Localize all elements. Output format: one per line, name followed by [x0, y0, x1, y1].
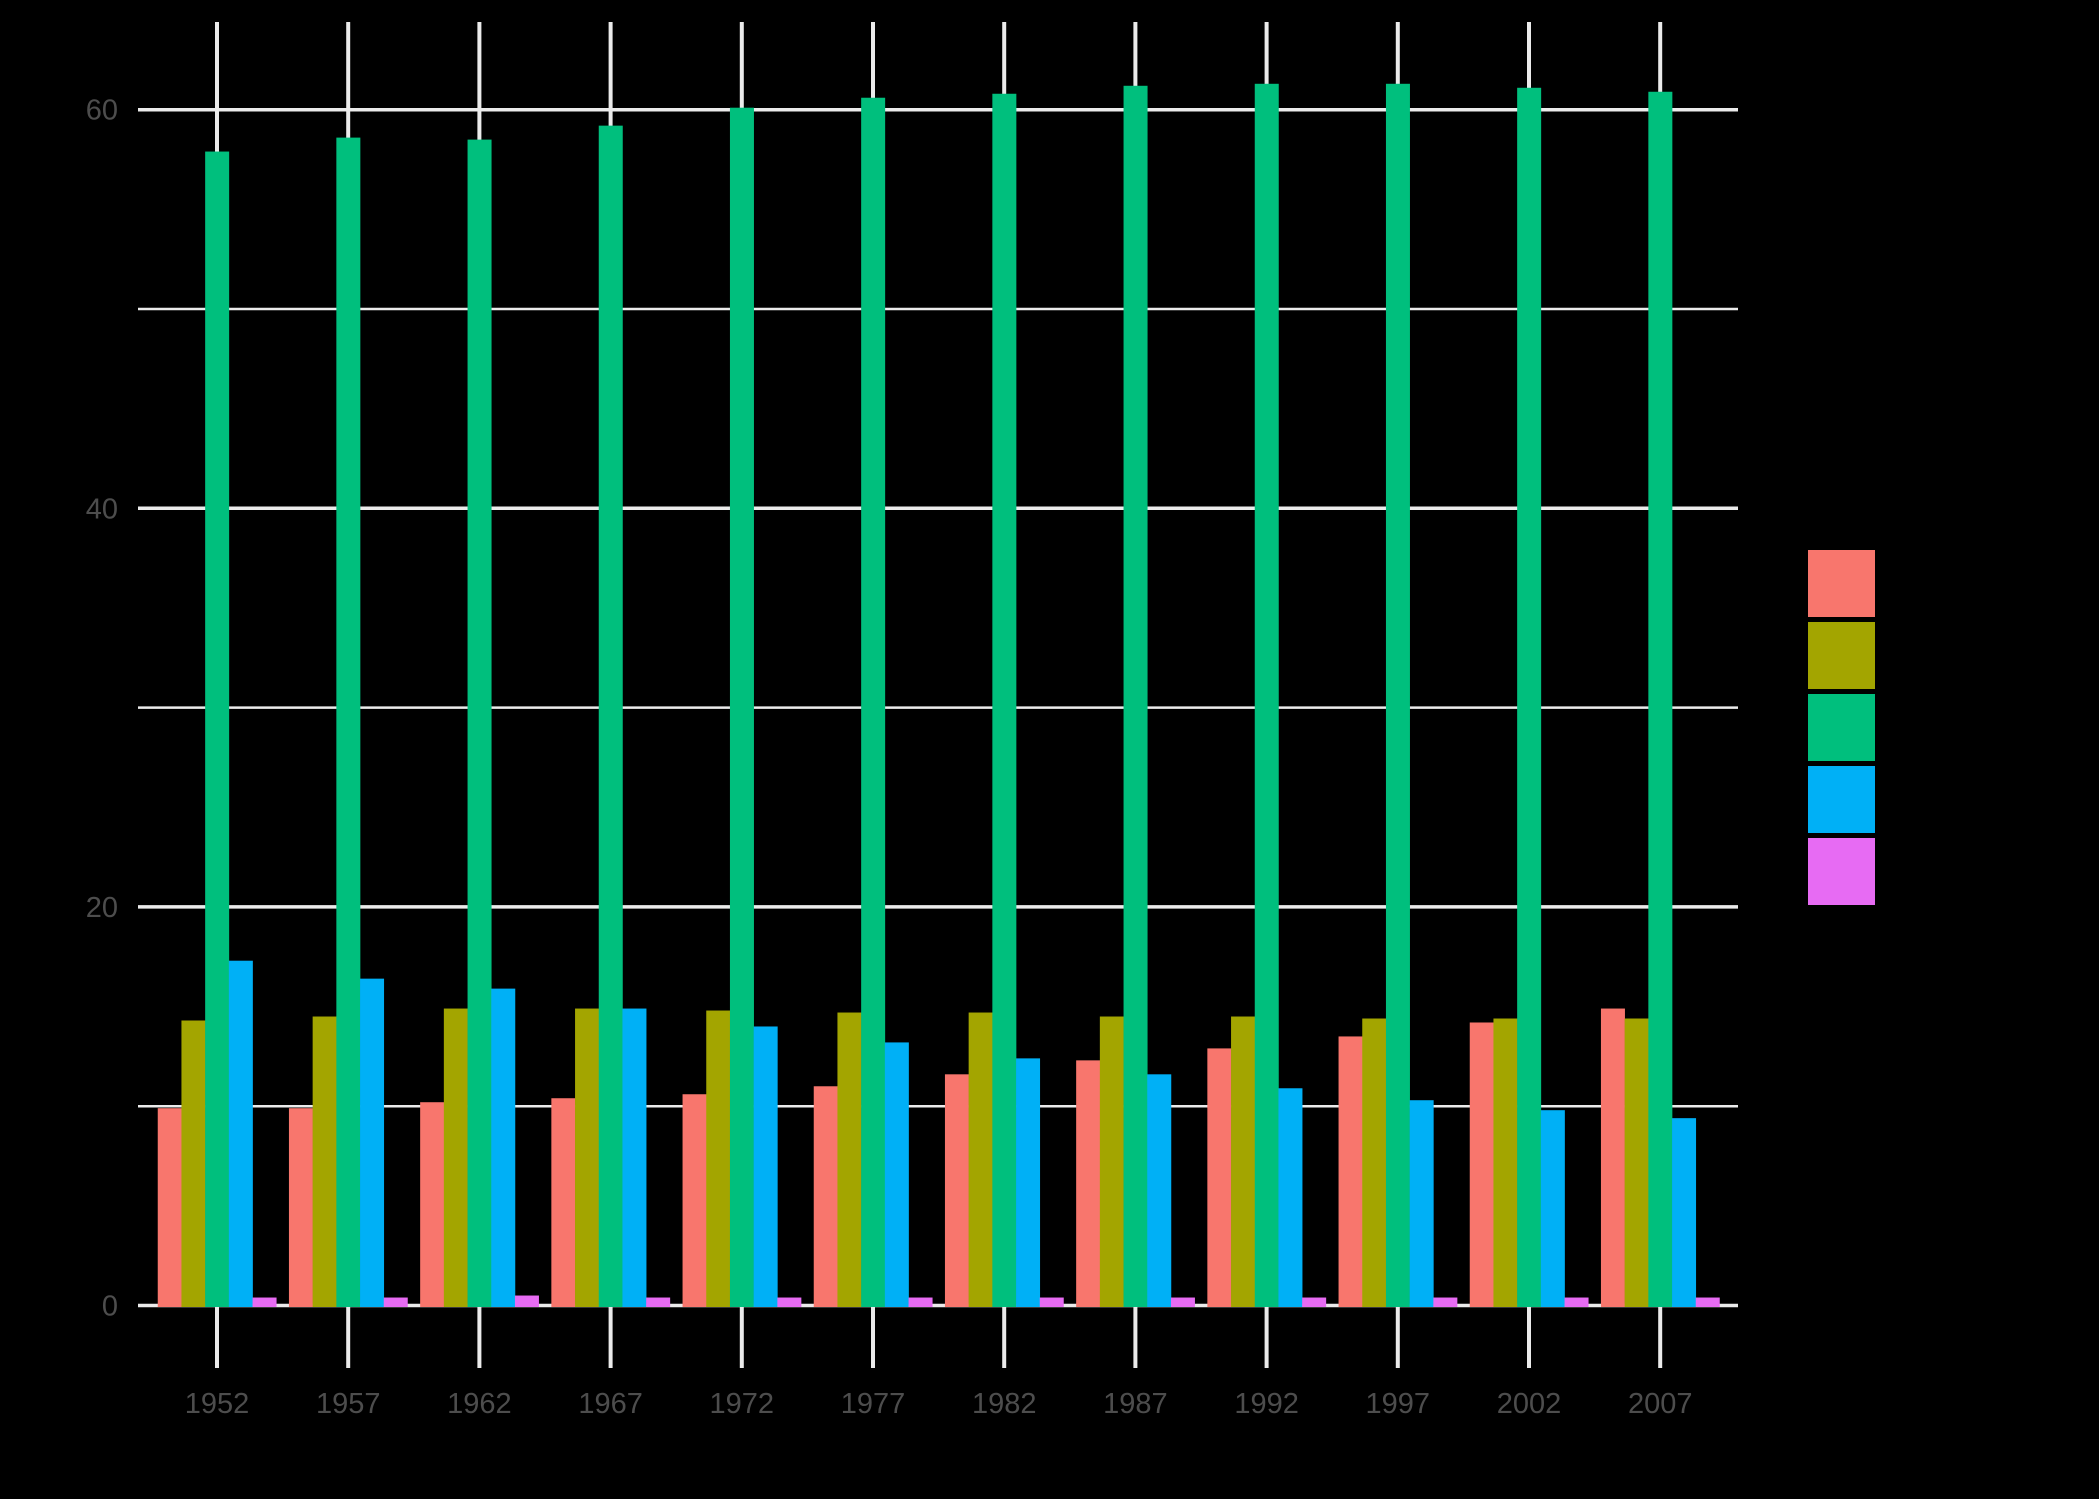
bar	[598, 125, 623, 1307]
x-tick-label: 1972	[710, 1388, 775, 1420]
bar-group-1987	[1076, 85, 1195, 1308]
bar	[1469, 1022, 1494, 1307]
bar	[1076, 1060, 1101, 1307]
bar-group-1982	[944, 93, 1064, 1308]
x-tick-label: 1982	[972, 1388, 1037, 1420]
bar	[1362, 1018, 1387, 1307]
bar	[157, 1108, 182, 1307]
x-tick-label: 1997	[1366, 1388, 1431, 1420]
bar	[575, 1008, 600, 1307]
legend-key	[1808, 550, 1875, 617]
bar-group-1962	[420, 139, 539, 1308]
x-tick-label: 2002	[1497, 1388, 1562, 1420]
bar	[1099, 1016, 1124, 1307]
bar	[1147, 1074, 1172, 1307]
bar	[729, 107, 754, 1307]
bar	[1540, 1110, 1565, 1307]
bar-group-1992	[1207, 83, 1327, 1307]
bar	[837, 1012, 862, 1307]
legend-key	[1808, 622, 1875, 689]
bar	[777, 1297, 802, 1307]
bar	[813, 1086, 838, 1307]
bar	[1207, 1048, 1232, 1307]
bar	[1600, 1008, 1625, 1307]
bar	[1123, 85, 1148, 1308]
bar-group-2007	[1600, 91, 1720, 1308]
bar	[908, 1297, 933, 1307]
bar	[861, 97, 886, 1308]
bar-groups	[157, 83, 1720, 1308]
y-tick-label: 20	[86, 892, 118, 924]
x-tick-label: 1962	[447, 1388, 512, 1420]
bar	[622, 1008, 647, 1307]
bar	[1254, 83, 1279, 1307]
bar	[514, 1295, 539, 1307]
bar-group-1952	[157, 151, 277, 1308]
y-tick-label: 0	[102, 1291, 118, 1323]
bar	[443, 1008, 468, 1307]
legend-key	[1808, 838, 1875, 905]
bar	[1016, 1058, 1041, 1307]
bar	[312, 1016, 337, 1307]
bar	[1302, 1297, 1327, 1307]
legend-key	[1808, 694, 1875, 761]
x-tick-label: 2007	[1628, 1388, 1693, 1420]
bar	[360, 978, 385, 1307]
legend-key	[1808, 766, 1875, 833]
legend	[1808, 550, 1875, 905]
bar	[1385, 83, 1410, 1307]
bar	[646, 1297, 671, 1307]
bar	[753, 1026, 778, 1307]
bar	[383, 1297, 408, 1307]
bar	[706, 1010, 731, 1307]
bar-group-2002	[1469, 87, 1589, 1308]
bar	[682, 1094, 707, 1307]
bar	[205, 151, 230, 1308]
bar-group-1972	[682, 107, 802, 1307]
bar	[252, 1297, 277, 1307]
bar	[288, 1108, 313, 1307]
bar	[1493, 1018, 1518, 1307]
bar	[181, 1020, 206, 1307]
bar-group-1957	[288, 137, 408, 1307]
bar	[1409, 1100, 1434, 1307]
bar	[1517, 87, 1542, 1308]
bar-group-1977	[813, 97, 933, 1308]
y-tick-label: 40	[86, 493, 118, 525]
bar	[1338, 1036, 1363, 1307]
x-tick-label: 1977	[841, 1388, 906, 1420]
bar	[1564, 1297, 1589, 1307]
bar	[1278, 1088, 1303, 1307]
y-tick-label: 60	[86, 95, 118, 127]
bar	[228, 960, 253, 1307]
bar-group-1997	[1338, 83, 1458, 1307]
x-tick-label: 1992	[1234, 1388, 1299, 1420]
bar	[1648, 91, 1673, 1308]
bar	[1170, 1297, 1195, 1307]
bar	[336, 137, 361, 1307]
bar	[1433, 1297, 1458, 1307]
y-axis: 0 20 40 60	[86, 95, 118, 1323]
bar-group-1967	[551, 125, 671, 1307]
bar	[420, 1102, 445, 1307]
bar	[1231, 1016, 1256, 1307]
x-axis: 1952 1957 1962 1967 1972 1977 1982 1987 1992 1997…	[185, 1388, 1693, 1420]
bar	[551, 1098, 576, 1307]
x-tick-label: 1957	[316, 1388, 381, 1420]
bar	[968, 1012, 993, 1307]
bar	[1624, 1018, 1649, 1307]
bar	[992, 93, 1017, 1308]
bar	[884, 1042, 909, 1307]
bar	[1039, 1297, 1064, 1307]
bar	[1695, 1297, 1720, 1307]
bar	[944, 1074, 969, 1307]
x-tick-label: 1952	[185, 1388, 250, 1420]
bar	[1672, 1118, 1697, 1307]
bar	[467, 139, 492, 1308]
bar	[491, 988, 516, 1307]
x-tick-label: 1967	[578, 1388, 643, 1420]
x-tick-label: 1987	[1103, 1388, 1168, 1420]
